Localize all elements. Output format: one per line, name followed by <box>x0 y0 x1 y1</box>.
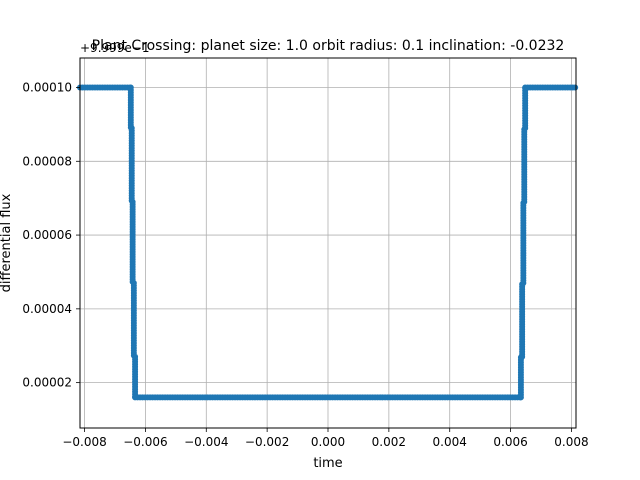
x-ticks: −0.008 −0.006 −0.004 −0.002 0.000 0.002 0.004 0… <box>62 428 589 449</box>
grid-layer <box>80 58 576 428</box>
x-tick-label: −0.004 <box>184 435 228 449</box>
y-tick-label: 0.00010 <box>22 81 72 95</box>
x-tick-label: 0.004 <box>433 435 467 449</box>
x-tick-label: 0.006 <box>493 435 527 449</box>
y-ticks: 0.00002 0.00004 0.00006 0.00008 0.00010 <box>22 81 80 390</box>
x-tick-label: 0.000 <box>311 435 345 449</box>
y-tick-label: 0.00004 <box>22 302 72 316</box>
chart-title: Plant Crossing: planet size: 1.0 orbit r… <box>92 38 565 54</box>
x-axis-label: time <box>313 456 342 471</box>
y-tick-label: 0.00008 <box>22 154 72 168</box>
x-tick-label: −0.008 <box>62 435 106 449</box>
x-tick-label: −0.002 <box>245 435 289 449</box>
data-point <box>572 84 579 91</box>
x-tick-label: 0.008 <box>554 435 588 449</box>
x-tick-label: −0.006 <box>123 435 167 449</box>
data-layer <box>77 84 579 401</box>
y-offset-label: +9.999e−1 <box>80 41 149 55</box>
y-tick-label: 0.00002 <box>22 376 72 390</box>
x-tick-label: 0.002 <box>372 435 406 449</box>
y-axis-label: differential flux <box>0 193 14 292</box>
y-tick-label: 0.00006 <box>22 228 72 242</box>
